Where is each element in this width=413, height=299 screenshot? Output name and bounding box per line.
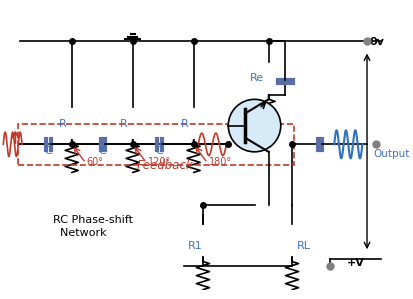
Text: 60°: 60° [87, 157, 104, 167]
Text: 0v: 0v [370, 37, 385, 48]
Text: R: R [59, 119, 66, 129]
Text: 180°: 180° [209, 157, 232, 167]
Text: R: R [180, 119, 188, 129]
Text: RC Phase-shift
  Network: RC Phase-shift Network [53, 215, 133, 238]
Text: C: C [44, 146, 52, 156]
Text: Re: Re [250, 73, 264, 83]
Text: R1: R1 [188, 241, 203, 251]
Text: +V: +V [347, 258, 364, 268]
Text: C: C [99, 146, 107, 156]
Text: RL: RL [297, 241, 311, 251]
Circle shape [228, 99, 281, 152]
Text: Feedback: Feedback [137, 159, 194, 172]
Text: Output: Output [374, 149, 410, 159]
Text: C: C [155, 146, 163, 156]
Text: 120°: 120° [147, 157, 171, 167]
Text: R: R [119, 119, 127, 129]
